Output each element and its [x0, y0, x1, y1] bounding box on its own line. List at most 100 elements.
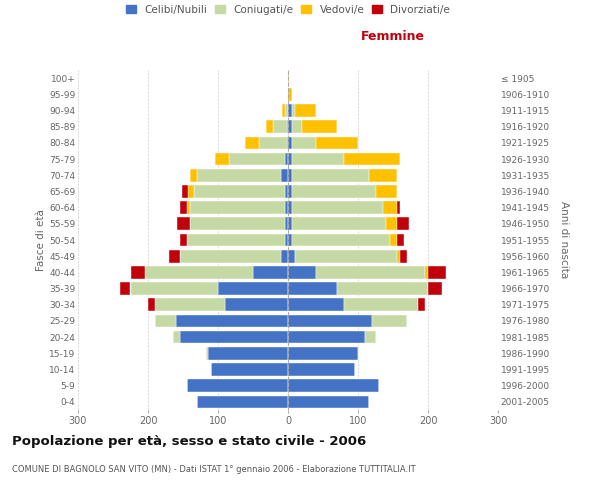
Bar	[187, 202, 190, 214]
Bar	[225, 298, 288, 311]
Bar	[179, 250, 281, 262]
Bar	[284, 202, 288, 214]
Bar	[169, 250, 179, 262]
Bar	[288, 266, 316, 278]
Bar	[284, 185, 288, 198]
Bar	[295, 250, 397, 262]
Bar	[288, 218, 292, 230]
Bar	[292, 202, 383, 214]
Bar	[288, 120, 292, 133]
Bar	[178, 218, 190, 230]
Bar	[372, 314, 407, 328]
Bar	[428, 266, 445, 278]
Bar	[120, 282, 130, 295]
Bar	[197, 169, 281, 181]
Bar	[400, 250, 407, 262]
Text: COMUNE DI BAGNOLO SAN VITO (MN) - Dati ISTAT 1° gennaio 2006 - Elaborazione TUTT: COMUNE DI BAGNOLO SAN VITO (MN) - Dati I…	[12, 465, 416, 474]
Bar	[288, 88, 292, 101]
Bar	[292, 104, 295, 117]
Bar	[148, 298, 155, 311]
Bar	[190, 218, 284, 230]
Bar	[288, 152, 292, 166]
Bar	[211, 363, 288, 376]
Bar	[287, 136, 288, 149]
Bar	[245, 136, 259, 149]
Bar	[130, 282, 218, 295]
Bar	[292, 120, 302, 133]
Bar	[365, 331, 376, 344]
Bar	[288, 202, 292, 214]
Bar	[188, 185, 193, 198]
Bar	[288, 169, 292, 181]
Bar	[428, 282, 442, 295]
Bar	[287, 120, 288, 133]
Bar	[229, 152, 284, 166]
Bar	[284, 218, 288, 230]
Bar	[283, 104, 284, 117]
Bar	[130, 266, 145, 278]
Bar	[266, 120, 272, 133]
Bar	[295, 104, 316, 117]
Bar	[383, 202, 397, 214]
Bar	[253, 266, 288, 278]
Bar	[389, 234, 397, 246]
Bar	[358, 347, 359, 360]
Bar	[288, 298, 344, 311]
Bar	[288, 282, 337, 295]
Bar	[179, 202, 187, 214]
Bar	[284, 104, 288, 117]
Bar	[288, 314, 372, 328]
Bar	[284, 152, 288, 166]
Bar	[173, 331, 179, 344]
Bar	[145, 266, 253, 278]
Bar	[376, 185, 397, 198]
Bar	[292, 136, 316, 149]
Bar	[187, 234, 284, 246]
Bar	[368, 169, 397, 181]
Bar	[208, 347, 288, 360]
Text: Femmine: Femmine	[361, 30, 425, 43]
Bar	[316, 136, 358, 149]
Bar	[344, 152, 400, 166]
Bar	[206, 347, 208, 360]
Bar	[425, 266, 428, 278]
Bar	[218, 282, 288, 295]
Bar	[386, 218, 397, 230]
Bar	[155, 298, 225, 311]
Bar	[288, 72, 289, 85]
Bar	[187, 380, 288, 392]
Bar	[292, 169, 368, 181]
Bar	[316, 266, 425, 278]
Bar	[182, 185, 188, 198]
Bar	[288, 331, 365, 344]
Bar	[281, 169, 288, 181]
Bar	[288, 185, 292, 198]
Y-axis label: Fasce di età: Fasce di età	[36, 209, 46, 271]
Bar	[288, 363, 355, 376]
Bar	[190, 202, 284, 214]
Bar	[288, 380, 379, 392]
Bar	[337, 282, 428, 295]
Bar	[288, 347, 358, 360]
Bar	[397, 202, 400, 214]
Bar	[292, 234, 389, 246]
Bar	[288, 234, 292, 246]
Bar	[288, 396, 368, 408]
Bar	[397, 250, 400, 262]
Bar	[155, 314, 176, 328]
Bar	[284, 234, 288, 246]
Bar	[281, 250, 288, 262]
Bar	[197, 396, 288, 408]
Bar	[397, 218, 409, 230]
Bar	[259, 136, 287, 149]
Bar	[292, 152, 344, 166]
Bar	[190, 169, 197, 181]
Text: Popolazione per età, sesso e stato civile - 2006: Popolazione per età, sesso e stato civil…	[12, 435, 366, 448]
Bar	[176, 314, 288, 328]
Bar	[179, 331, 288, 344]
Bar	[418, 298, 425, 311]
Bar	[302, 120, 337, 133]
Bar	[288, 250, 295, 262]
Legend: Celibi/Nubili, Coniugati/e, Vedovi/e, Divorziati/e: Celibi/Nubili, Coniugati/e, Vedovi/e, Di…	[122, 0, 454, 18]
Bar	[292, 185, 376, 198]
